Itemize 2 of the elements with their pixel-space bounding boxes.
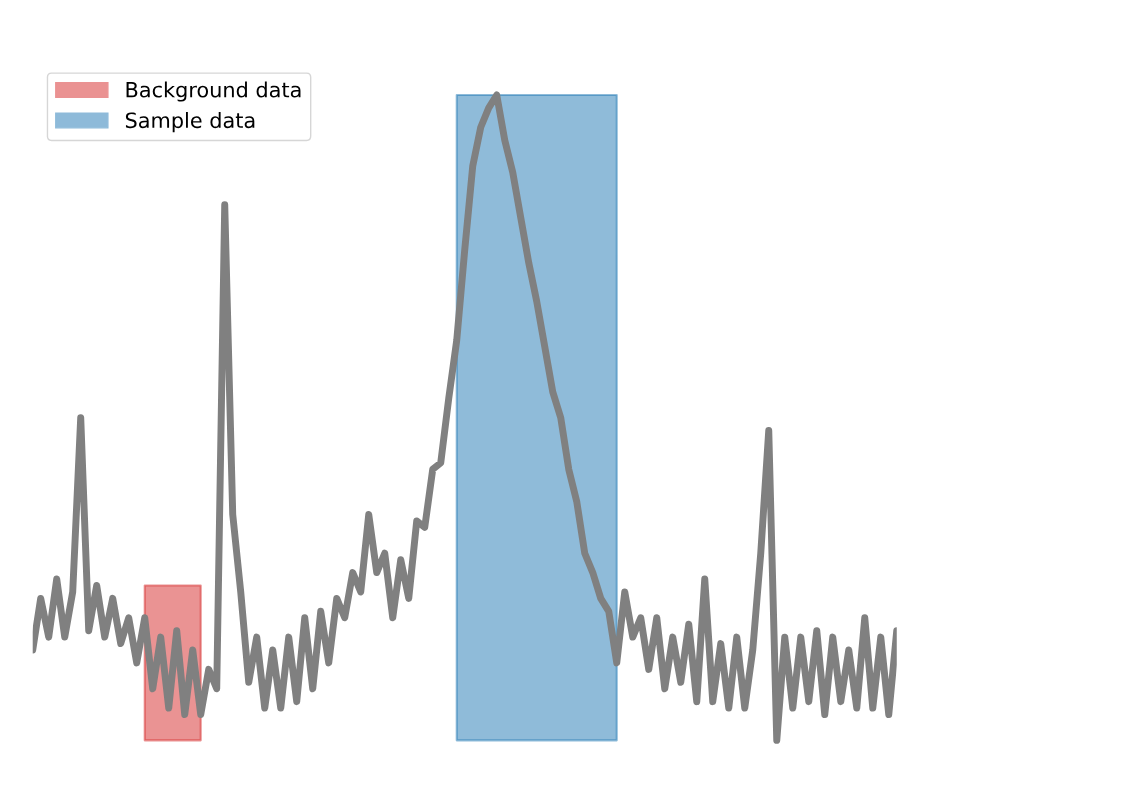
legend-label: Background data [126,81,301,102]
legend-label: Sample data [125,112,255,133]
